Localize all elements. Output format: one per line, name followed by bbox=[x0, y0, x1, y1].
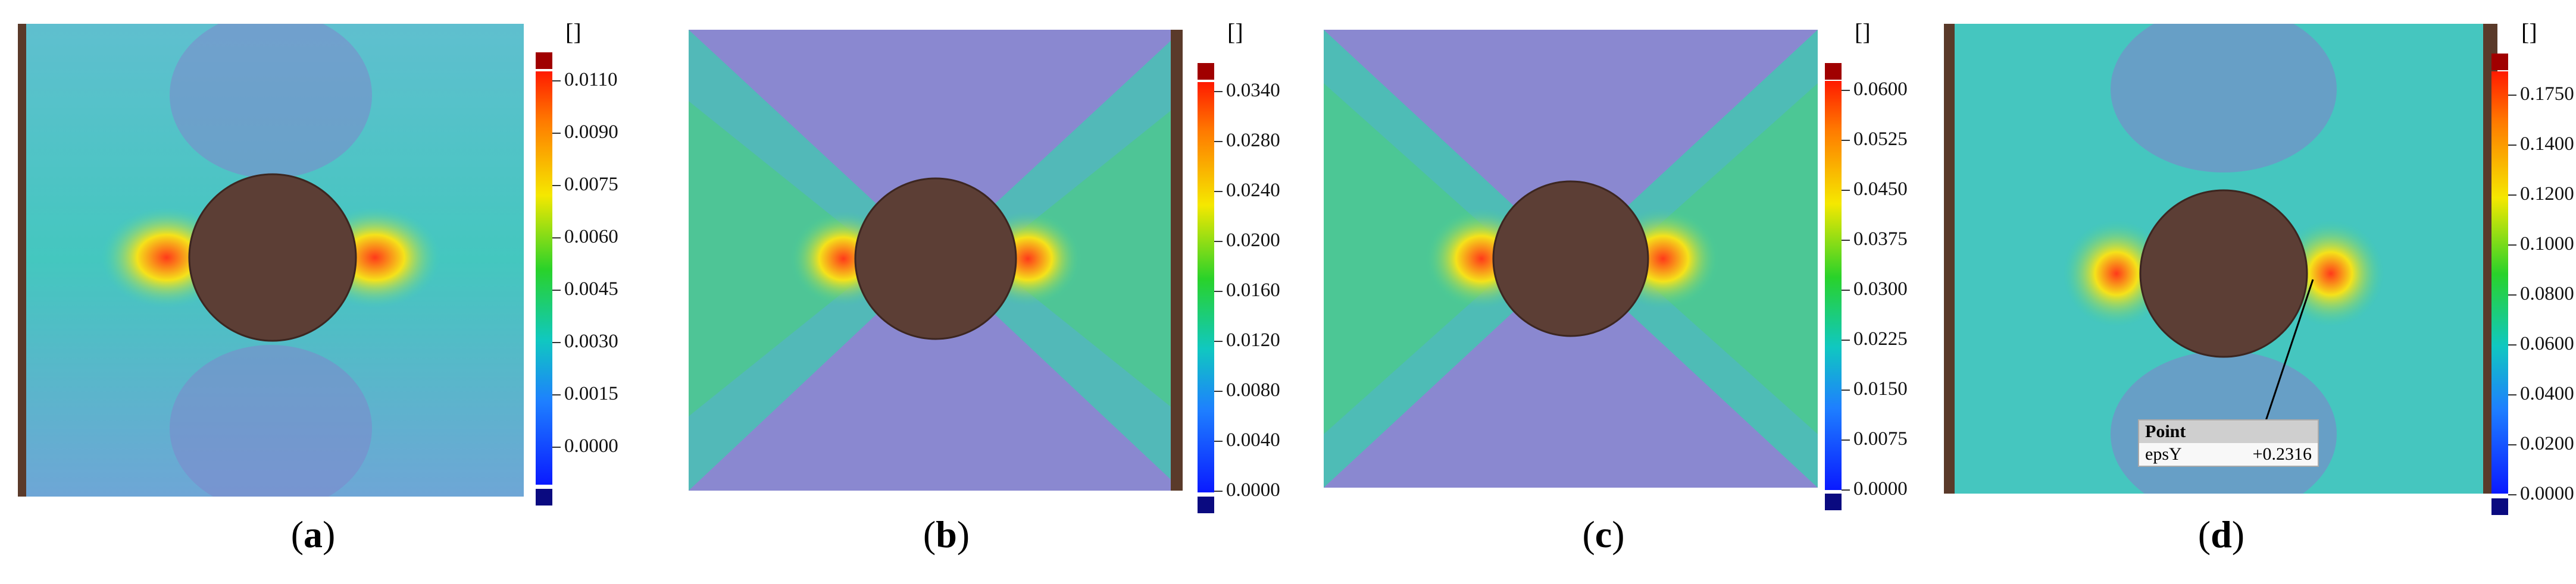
caption-a: (a) bbox=[290, 513, 336, 555]
colorbar-tick: 0.0240 bbox=[1214, 180, 1280, 201]
caption-d: (d) bbox=[2197, 513, 2245, 555]
panel-d: Point epsY +0.2316 [] 0.1750 0.1400 0.12… bbox=[1932, 0, 2576, 584]
colorbar-tick: 0.0045 bbox=[552, 278, 618, 300]
probe-value: +0.2316 bbox=[2252, 444, 2312, 464]
colorbar-bottom-swatch bbox=[1825, 494, 1842, 510]
colorbar-tick: 0.0525 bbox=[1842, 128, 1908, 150]
colorbar-tick: 0.1200 bbox=[2508, 183, 2574, 205]
strain-field-a bbox=[18, 24, 524, 497]
colorbar-tick: 0.0090 bbox=[552, 121, 618, 143]
strain-map-b bbox=[689, 30, 1183, 491]
colorbar-tick: 0.0340 bbox=[1214, 80, 1280, 101]
colorbar-unit: [] bbox=[1227, 18, 1243, 45]
colorbar-tick: 0.0400 bbox=[2508, 383, 2574, 404]
colorbar-tick: 0.0030 bbox=[552, 331, 618, 352]
colorbar-tick: 0.0110 bbox=[552, 69, 618, 90]
strain-field-b bbox=[689, 30, 1183, 491]
colorbar-tick: 0.0375 bbox=[1842, 228, 1908, 250]
probe-row: epsY +0.2316 bbox=[2139, 443, 2318, 466]
panel-c: [] 0.0600 0.0525 0.0450 0.0375 0.0300 0.… bbox=[1288, 0, 1932, 584]
colorbar-unit: [] bbox=[565, 18, 582, 45]
colorbar-unit: [] bbox=[2521, 18, 2537, 45]
strain-map-d bbox=[1944, 24, 2497, 494]
colorbar-gradient bbox=[1198, 82, 1214, 492]
colorbar-tick: 0.1000 bbox=[2508, 233, 2574, 255]
colorbar-tick: 0.0160 bbox=[1214, 280, 1280, 301]
panel-b: [] 0.0340 0.0280 0.0240 0.0200 0.0160 0.… bbox=[644, 0, 1288, 584]
colorbar-tick: 0.0300 bbox=[1842, 278, 1908, 300]
colorbar-tick: 0.1400 bbox=[2508, 133, 2574, 155]
colorbar-gradient bbox=[1825, 81, 1842, 490]
colorbar-tick: 0.0800 bbox=[2508, 283, 2574, 304]
colorbar-tick: 0.0280 bbox=[1214, 130, 1280, 151]
panel-a: [] 0.0110 0.0090 0.0075 0.0060 0.0045 0.… bbox=[0, 0, 644, 584]
colorbar-tick: 0.0150 bbox=[1842, 378, 1908, 400]
colorbar-tick: 0.0200 bbox=[2508, 433, 2574, 454]
colorbar-tick: 0.0000 bbox=[2508, 483, 2574, 504]
colorbar-top-swatch bbox=[1198, 63, 1214, 80]
colorbar-tick: 0.0040 bbox=[1214, 429, 1280, 451]
colorbar-unit: [] bbox=[1855, 18, 1871, 45]
colorbar-tick: 0.0015 bbox=[552, 383, 618, 404]
colorbar-tick: 0.0450 bbox=[1842, 178, 1908, 200]
strain-field-d bbox=[1944, 24, 2497, 494]
probe-title: Point bbox=[2139, 420, 2318, 443]
colorbar-tick: 0.0600 bbox=[1842, 79, 1908, 100]
colorbar-top-swatch bbox=[536, 52, 552, 69]
colorbar-bottom-swatch bbox=[1198, 497, 1214, 513]
strain-map-a bbox=[18, 24, 524, 497]
colorbar-tick: 0.0080 bbox=[1214, 379, 1280, 401]
caption-c: (c) bbox=[1582, 513, 1625, 555]
colorbar-tick: 0.0000 bbox=[552, 435, 618, 457]
colorbar-top-swatch bbox=[1825, 63, 1842, 80]
colorbar-gradient bbox=[2491, 71, 2508, 494]
colorbar-tick: 0.0600 bbox=[2508, 333, 2574, 354]
colorbar-tick: 0.0075 bbox=[1842, 428, 1908, 450]
colorbar-bottom-swatch bbox=[2491, 498, 2508, 515]
point-probe-popup: Point epsY +0.2316 bbox=[2138, 419, 2319, 467]
caption-b: (b) bbox=[923, 513, 970, 555]
colorbar-tick: 0.0120 bbox=[1214, 329, 1280, 351]
colorbar-tick: 0.0200 bbox=[1214, 230, 1280, 251]
colorbar-tick: 0.0225 bbox=[1842, 328, 1908, 350]
colorbar-tick: 0.0060 bbox=[552, 226, 618, 247]
colorbar-tick: 0.0075 bbox=[552, 174, 618, 195]
probe-label: epsY bbox=[2145, 444, 2182, 464]
strain-map-c bbox=[1324, 30, 1818, 488]
colorbar-tick: 0.0000 bbox=[1842, 478, 1908, 500]
colorbar-top-swatch bbox=[2491, 54, 2508, 70]
strain-field-c bbox=[1324, 30, 1818, 488]
colorbar-tick: 0.1750 bbox=[2508, 83, 2574, 105]
colorbar-gradient bbox=[536, 71, 552, 485]
colorbar-tick: 0.0000 bbox=[1214, 479, 1280, 501]
colorbar-bottom-swatch bbox=[536, 489, 552, 505]
